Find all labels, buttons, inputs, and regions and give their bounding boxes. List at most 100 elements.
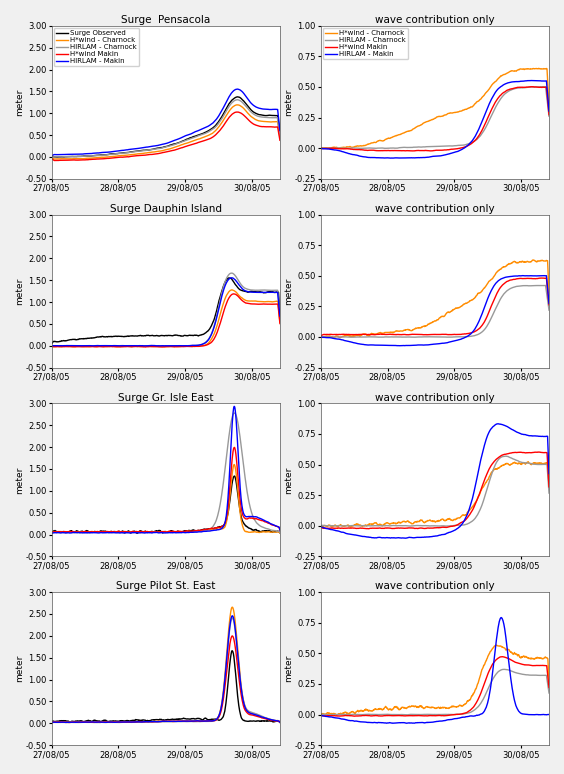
H*wind Makin xyxy=(463,142,470,151)
H*wind Makin xyxy=(409,146,416,156)
Surge Observed xyxy=(187,133,194,142)
HIRLAM - Makin xyxy=(234,84,241,94)
H*wind Makin xyxy=(456,144,463,153)
HIRLAM - Charnock xyxy=(331,143,338,152)
Title: Surge Gr. Isle East: Surge Gr. Isle East xyxy=(118,392,214,402)
H*wind - Charnock xyxy=(318,143,324,152)
Line: H*wind - Charnock: H*wind - Charnock xyxy=(321,68,549,148)
HIRLAM - Makin xyxy=(49,151,55,160)
HIRLAM - Charnock xyxy=(542,82,549,91)
Y-axis label: meter: meter xyxy=(284,88,293,116)
H*wind - Charnock xyxy=(456,107,463,116)
H*wind Makin xyxy=(63,156,69,165)
H*wind Makin xyxy=(49,154,55,163)
Line: HIRLAM - Makin: HIRLAM - Makin xyxy=(321,80,549,158)
Legend: H*wind - Charnock, HIRLAM - Charnock, H*wind Makin, HIRLAM - Makin: H*wind - Charnock, HIRLAM - Charnock, H*… xyxy=(323,28,408,59)
Surge Observed xyxy=(222,106,228,115)
HIRLAM - Makin xyxy=(245,95,252,104)
HIRLAM - Charnock xyxy=(245,105,252,115)
HIRLAM - Makin xyxy=(187,129,193,139)
H*wind Makin xyxy=(331,144,338,153)
H*wind - Charnock xyxy=(514,65,521,74)
Y-axis label: meter: meter xyxy=(284,655,293,683)
Surge Observed xyxy=(55,152,61,162)
H*wind - Charnock xyxy=(222,113,228,122)
Title: wave contribution only: wave contribution only xyxy=(375,392,495,402)
Y-axis label: meter: meter xyxy=(15,277,24,305)
H*wind Makin xyxy=(491,100,497,109)
Title: wave contribution only: wave contribution only xyxy=(375,204,495,214)
Line: HIRLAM - Makin: HIRLAM - Makin xyxy=(52,89,280,156)
H*wind - Charnock xyxy=(49,153,55,163)
HIRLAM - Charnock xyxy=(491,105,497,115)
HIRLAM - Makin xyxy=(514,77,521,86)
H*wind - Charnock xyxy=(535,63,542,73)
H*wind - Charnock xyxy=(450,108,457,117)
Surge Observed xyxy=(63,152,69,162)
HIRLAM - Charnock xyxy=(450,141,457,150)
Line: HIRLAM - Charnock: HIRLAM - Charnock xyxy=(321,87,549,149)
Y-axis label: meter: meter xyxy=(15,88,24,116)
HIRLAM - Makin xyxy=(529,76,536,85)
Legend: Surge Observed, H*wind - Charnock, HIRLAM - Charnock, H*wind Makin, HIRLAM - Mak: Surge Observed, H*wind - Charnock, HIRLA… xyxy=(54,28,139,67)
H*wind - Charnock xyxy=(245,110,252,119)
HIRLAM - Charnock xyxy=(234,95,241,104)
H*wind - Charnock xyxy=(491,78,497,87)
H*wind Makin xyxy=(450,145,457,154)
Y-axis label: meter: meter xyxy=(284,277,293,305)
H*wind - Charnock xyxy=(233,100,240,109)
H*wind - Charnock xyxy=(63,154,69,163)
Title: wave contribution only: wave contribution only xyxy=(375,581,495,591)
H*wind Makin xyxy=(527,82,534,91)
H*wind - Charnock xyxy=(318,143,324,152)
Line: HIRLAM - Charnock: HIRLAM - Charnock xyxy=(52,100,280,157)
H*wind Makin xyxy=(222,118,228,128)
HIRLAM - Makin xyxy=(545,107,552,116)
H*wind - Charnock xyxy=(545,101,552,111)
Line: H*wind Makin: H*wind Makin xyxy=(321,87,549,151)
Surge Observed xyxy=(194,131,201,140)
HIRLAM - Charnock xyxy=(318,144,324,153)
Surge Observed xyxy=(49,152,55,161)
Title: Surge Pilot St. East: Surge Pilot St. East xyxy=(116,581,215,591)
Y-axis label: meter: meter xyxy=(284,466,293,494)
Surge Observed xyxy=(181,135,188,145)
H*wind - Charnock xyxy=(181,139,188,149)
Title: wave contribution only: wave contribution only xyxy=(375,15,495,25)
HIRLAM - Charnock xyxy=(456,141,463,150)
HIRLAM - Makin xyxy=(463,142,470,151)
HIRLAM - Charnock xyxy=(63,152,69,161)
HIRLAM - Makin xyxy=(222,101,228,110)
Line: H*wind Makin: H*wind Makin xyxy=(52,112,280,160)
H*wind - Charnock xyxy=(51,154,58,163)
HIRLAM - Charnock xyxy=(222,108,228,118)
Surge Observed xyxy=(234,92,241,101)
H*wind Makin xyxy=(234,108,241,117)
H*wind - Charnock xyxy=(187,137,194,146)
HIRLAM - Charnock xyxy=(181,136,188,146)
HIRLAM - Makin xyxy=(387,153,394,163)
HIRLAM - Makin xyxy=(181,132,188,141)
Line: H*wind - Charnock: H*wind - Charnock xyxy=(52,104,280,159)
HIRLAM - Charnock xyxy=(359,144,366,153)
HIRLAM - Makin xyxy=(276,126,283,135)
HIRLAM - Makin xyxy=(450,148,457,157)
H*wind Makin xyxy=(194,139,201,148)
HIRLAM - Makin xyxy=(62,150,69,159)
HIRLAM - Charnock xyxy=(194,132,201,141)
HIRLAM - Makin xyxy=(456,146,463,155)
HIRLAM - Charnock xyxy=(514,84,521,93)
Title: Surge Dauphin Island: Surge Dauphin Island xyxy=(110,204,222,214)
H*wind Makin xyxy=(187,140,194,149)
HIRLAM - Charnock xyxy=(187,134,194,143)
H*wind Makin xyxy=(245,115,252,125)
H*wind - Charnock xyxy=(463,104,470,114)
H*wind - Charnock xyxy=(194,135,201,144)
HIRLAM - Charnock xyxy=(49,152,56,162)
Line: Surge Observed: Surge Observed xyxy=(52,97,280,157)
Surge Observed xyxy=(276,129,283,139)
HIRLAM - Charnock xyxy=(545,111,552,121)
H*wind - Charnock xyxy=(332,142,338,152)
HIRLAM - Makin xyxy=(331,146,338,155)
Title: Surge  Pensacola: Surge Pensacola xyxy=(121,15,210,25)
